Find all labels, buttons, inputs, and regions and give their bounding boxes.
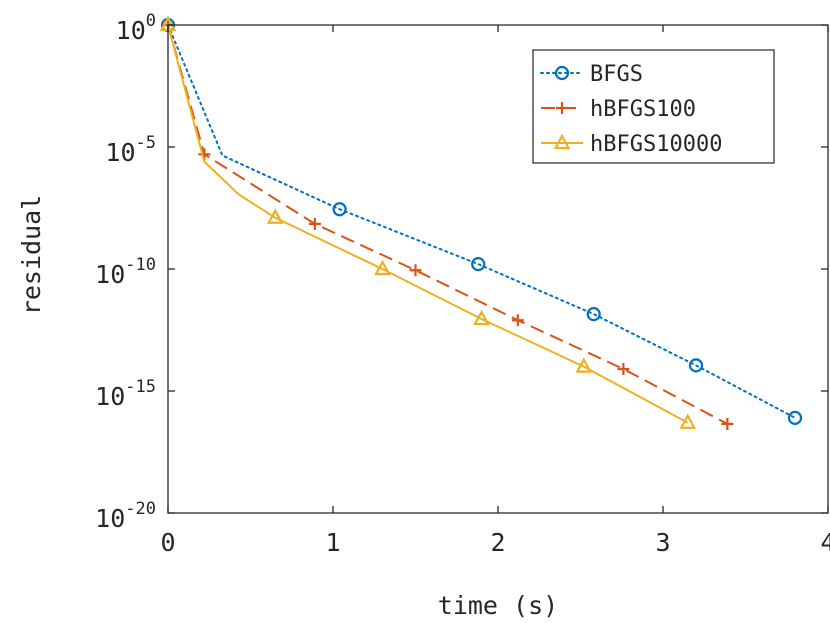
y-tick-base: 10 <box>105 138 135 167</box>
series-hbfgs10000 <box>159 15 697 429</box>
x-tick-label: 4 <box>820 528 830 557</box>
y-tick-exponent: 0 <box>146 11 156 31</box>
y-tick-exponent: -10 <box>125 255 156 275</box>
legend-label-bfgs: BFGS <box>590 62 643 87</box>
data-point-bfgs <box>688 358 704 373</box>
data-point-hbfgs100 <box>721 417 734 430</box>
x-tick-label: 2 <box>490 528 505 557</box>
data-point-hbfgs10000 <box>473 309 490 326</box>
data-point-hbfgs10000 <box>374 259 391 276</box>
y-tick-base: 10 <box>116 16 146 45</box>
data-point-bfgs <box>332 202 347 217</box>
x-tick-label: 3 <box>655 528 670 557</box>
x-tick-label: 0 <box>160 528 175 557</box>
data-point-bfgs <box>471 257 486 272</box>
y-tick-exponent: -20 <box>125 499 156 519</box>
y-tick-label: 10-15 <box>95 377 156 411</box>
data-point-bfgs <box>787 410 803 425</box>
y-tick-label: 10-5 <box>105 133 156 167</box>
legend-label-hbfgs100: hBFGS100 <box>590 97 696 122</box>
data-point-hbfgs10000 <box>575 357 593 373</box>
legend-label-hbfgs10000: hBFGS10000 <box>590 132 722 157</box>
x-axis-label: time (s) <box>438 591 558 620</box>
legend-marker-hbfgs10000 <box>553 133 571 150</box>
data-point-bfgs <box>586 307 601 322</box>
legend: BFGS hBFGS100 hBFGS10000 <box>532 49 775 164</box>
legend-marker-hbfgs100 <box>556 102 568 114</box>
legend-marker-bfgs <box>554 65 570 81</box>
series-line-bfgs <box>167 24 796 419</box>
data-point-hbfgs10000 <box>679 413 697 429</box>
y-tick-base: 10 <box>95 382 125 411</box>
y-tick-label: 10-10 <box>95 255 156 289</box>
data-point-hbfgs100 <box>409 264 422 277</box>
x-tick-label: 1 <box>325 528 340 557</box>
y-tick-exponent: -5 <box>136 133 156 153</box>
data-point-hbfgs10000 <box>266 208 284 224</box>
data-point-hbfgs100 <box>308 217 321 230</box>
y-tick-exponent: -15 <box>125 377 156 397</box>
legend-box <box>532 49 775 164</box>
y-tick-label: 10-20 <box>95 499 156 533</box>
y-tick-label: 100 <box>116 11 156 45</box>
data-point-hbfgs100 <box>617 363 630 376</box>
y-tick-base: 10 <box>95 260 125 289</box>
series-line-hbfgs10000 <box>167 24 689 424</box>
y-tick-base: 10 <box>95 504 125 533</box>
data-point-hbfgs100 <box>511 314 524 327</box>
y-axis-label: residual <box>17 195 46 315</box>
